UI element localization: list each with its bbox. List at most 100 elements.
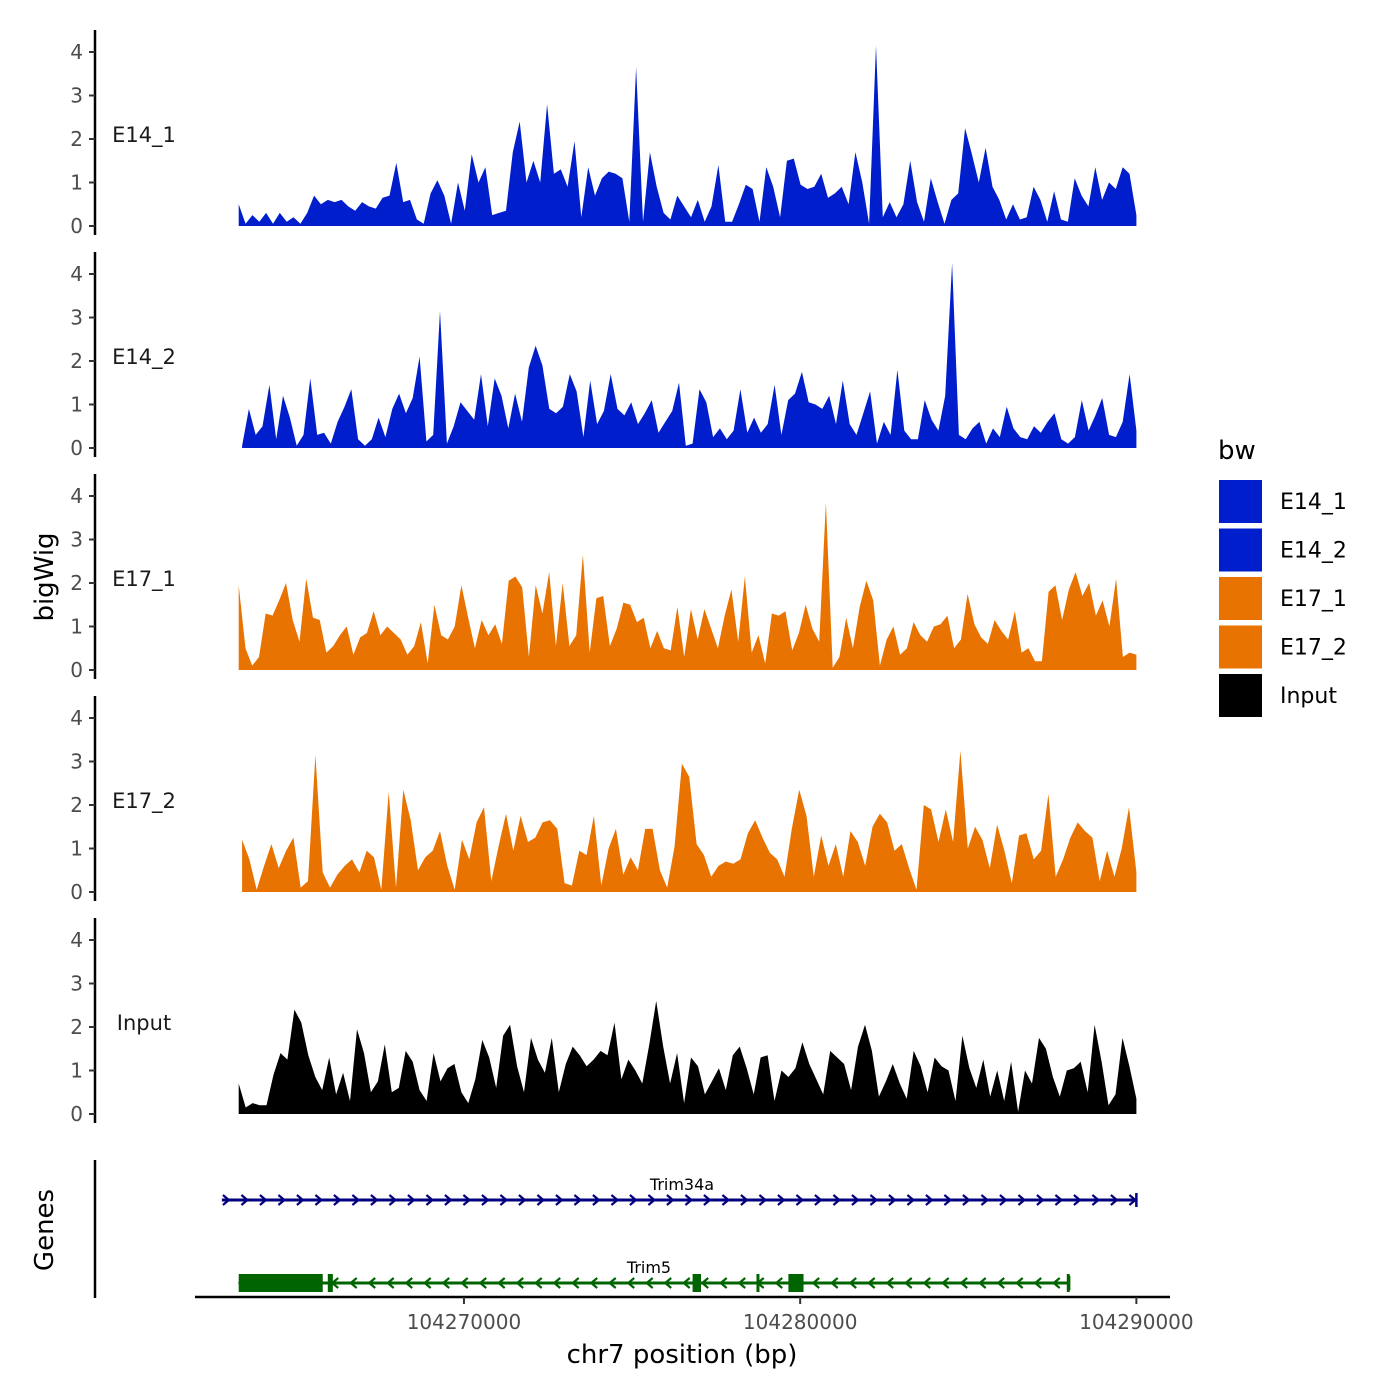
strand-arrow [1014,1277,1024,1289]
strand-arrow [462,1194,472,1206]
signal-area-e14-2 [242,263,1137,448]
legend-label: E17_2 [1280,636,1347,661]
strand-arrow [851,1194,860,1206]
strand-arrow [385,1277,395,1289]
legend-label: E14_1 [1280,490,1347,515]
y-tick-label: 1 [70,393,83,417]
strand-arrow [222,1194,231,1206]
strand-arrow [1033,1277,1042,1289]
legend-key-e14-1 [1217,478,1264,525]
strand-arrow [333,1194,342,1206]
y-tick-label: 2 [70,571,83,595]
track-label: E14_2 [112,345,176,370]
strand-arrow [496,1277,506,1289]
strand-arrow [940,1277,950,1289]
strand-arrow [629,1194,638,1206]
y-tick-label: 3 [70,972,83,996]
legend: bw E14_1 E14_2 E17_1 E17_2 Input [1217,436,1347,719]
strand-arrow [885,1277,894,1289]
gene-label: Trim34a [649,1175,714,1194]
y-tick-label: 2 [70,127,83,151]
strand-arrow [666,1194,675,1206]
y-tick-label: 4 [70,706,83,730]
genes-axis-title: Genes [30,1189,60,1271]
strand-arrow [536,1194,546,1206]
strand-arrow [1036,1194,1045,1206]
strand-arrow [607,1277,617,1289]
strand-arrow [555,1194,564,1206]
panel-e17-2: 0 1 2 3 4 E17_2 [70,696,1137,904]
strand-arrow [351,1194,361,1206]
legend-label: E17_1 [1280,587,1347,612]
y-tick-label: 4 [70,484,83,508]
y-tick-label: 1 [70,615,83,639]
strand-arrow [1051,1277,1061,1289]
y-tick-label: 0 [70,658,83,682]
exon [788,1274,804,1292]
strand-arrow [589,1277,598,1289]
strand-arrow [829,1277,839,1289]
legend-title: bw [1218,436,1256,466]
genes-panel: Trim34a Trim5 [93,1160,1138,1298]
panel-e14-1: 0 1 2 3 4 E14_1 [70,30,1137,238]
strand-arrow [980,1194,990,1206]
strand-arrow [848,1277,857,1289]
strand-arrow [943,1194,953,1206]
strand-arrow [959,1277,968,1289]
y-tick-label: 3 [70,750,83,774]
y-tick-label: 1 [70,837,83,861]
strand-arrow [814,1194,823,1206]
strand-arrow [240,1194,250,1206]
strand-arrow [573,1194,583,1206]
strand-arrow [999,1194,1008,1206]
strand-arrow [700,1277,709,1289]
signal-panels: 0 1 2 3 4 E14_1 0 1 2 3 4 E14_2 0 1 2 3 4 E17_1 0 1 2 3 4 E17_2… [70,30,1137,1126]
strand-arrow [499,1194,509,1206]
strand-arrow [1073,1194,1082,1206]
strand-arrow [422,1277,432,1289]
strand-arrow [774,1277,783,1289]
legend-label: E14_2 [1280,539,1347,564]
y-tick-label: 3 [70,528,83,552]
strand-arrow [1091,1194,1101,1206]
strand-arrow [684,1194,694,1206]
strand-arrow [370,1194,379,1206]
exon [327,1274,333,1292]
panel-e14-2: 0 1 2 3 4 E14_2 [70,252,1137,460]
strand-arrow [811,1277,820,1289]
strand-arrow [481,1194,490,1206]
signal-area-e14-1 [238,45,1137,226]
strand-arrow [1017,1194,1027,1206]
strand-arrow [795,1194,805,1206]
strand-arrow [259,1194,268,1206]
strand-arrow [758,1194,768,1206]
y-tick-label: 3 [70,306,83,330]
track-label: Input [117,1011,171,1035]
gene-trim34a: Trim34a [221,1175,1138,1207]
strand-arrow [663,1277,672,1289]
strand-arrow [681,1277,691,1289]
x-axis-title: chr7 position (bp) [567,1340,798,1370]
strand-arrow [721,1194,731,1206]
strand-arrow [996,1277,1005,1289]
y-tick-label: 4 [70,262,83,286]
exon [238,1274,323,1292]
strand-arrow [866,1277,876,1289]
track-label: E17_2 [112,789,176,814]
y-tick-label: 3 [70,84,83,108]
strand-arrow [869,1194,879,1206]
strand-arrow [367,1277,376,1289]
legend-key-e17-2 [1217,623,1264,671]
strand-arrow [478,1277,487,1289]
x-tick-label: 104270000 [407,1310,522,1334]
strand-arrow [888,1194,897,1206]
legend-key-e14-2 [1217,526,1264,574]
legend-key-input [1217,672,1264,719]
y-tick-label: 2 [70,349,83,373]
strand-arrow [1054,1194,1064,1206]
strand-arrow [777,1194,786,1206]
strand-arrow [388,1194,398,1206]
strand-arrow [644,1277,654,1289]
strand-arrow [610,1194,620,1206]
strand-arrow [703,1194,712,1206]
